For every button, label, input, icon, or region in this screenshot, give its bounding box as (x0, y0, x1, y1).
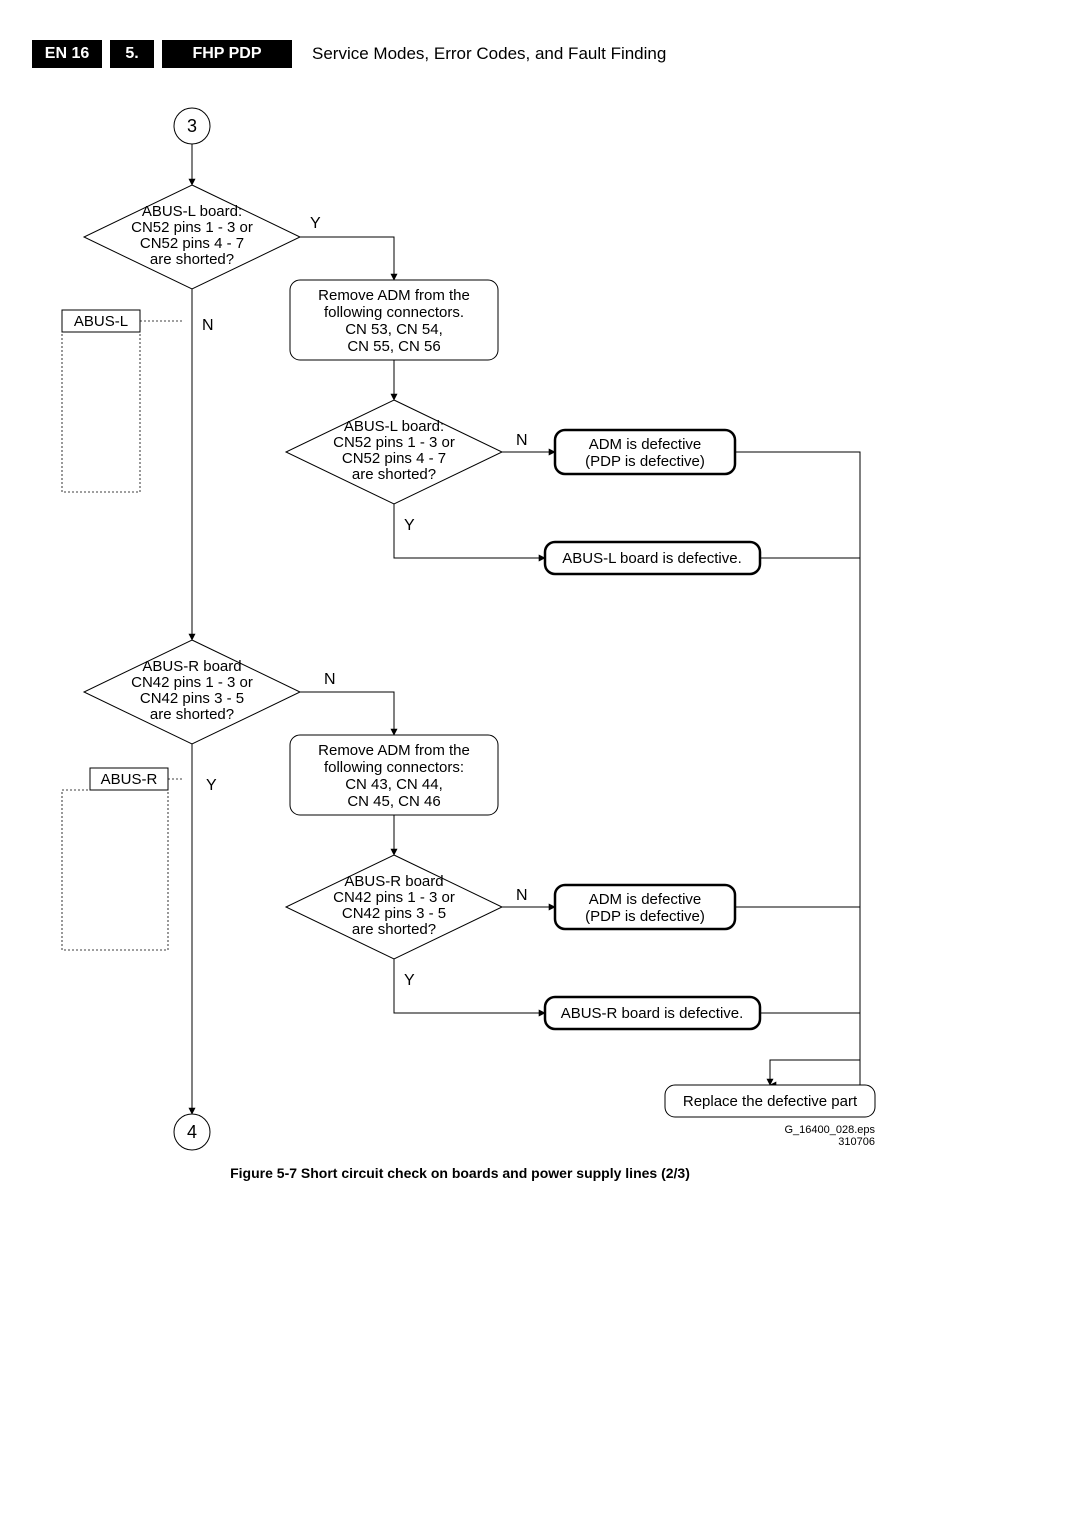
flow-line (394, 504, 545, 558)
flow-line (300, 237, 394, 280)
svg-text:ADM is defective: ADM is defective (589, 891, 702, 908)
svg-text:are shorted?: are shorted? (352, 466, 436, 483)
connector-start-label: 3 (187, 116, 197, 136)
svg-text:ABUS-R board: ABUS-R board (142, 658, 241, 675)
svg-text:CN42 pins 3 - 5: CN42 pins 3 - 5 (140, 690, 244, 707)
svg-text:are shorted?: are shorted? (150, 251, 234, 268)
svg-text:following connectors:: following connectors: (324, 759, 464, 776)
svg-text:are shorted?: are shorted? (352, 921, 436, 938)
figure-caption: Figure 5-7 Short circuit check on boards… (230, 1165, 690, 1181)
svg-text:ABUS-R board is defective.: ABUS-R board is defective. (561, 1005, 744, 1022)
svg-text:CN52 pins 1 - 3 or: CN52 pins 1 - 3 or (131, 219, 253, 236)
label-n: N (516, 432, 528, 449)
svg-text:CN 53, CN 54,: CN 53, CN 54, (345, 321, 443, 338)
svg-text:CN 45, CN 46: CN 45, CN 46 (347, 793, 440, 810)
svg-text:CN 55, CN 56: CN 55, CN 56 (347, 338, 440, 355)
flow-line (770, 1080, 860, 1085)
svg-text:ADM is defective: ADM is defective (589, 436, 702, 453)
label-y: Y (310, 215, 321, 232)
dashed-box (62, 332, 140, 492)
label-n: N (324, 671, 336, 688)
eps-date: 310706 (838, 1136, 875, 1148)
connector-end-label: 4 (187, 1122, 197, 1142)
svg-text:CN52 pins 4 - 7: CN52 pins 4 - 7 (342, 450, 446, 467)
label-y: Y (404, 972, 415, 989)
svg-text:ABUS-L board:: ABUS-L board: (344, 418, 444, 435)
svg-text:ABUS-L: ABUS-L (74, 313, 128, 330)
svg-text:ABUS-L board is defective.: ABUS-L board is defective. (562, 550, 742, 567)
label-y: Y (206, 777, 217, 794)
svg-text:are shorted?: are shorted? (150, 706, 234, 723)
svg-text:Remove ADM from the: Remove ADM from the (318, 287, 470, 304)
svg-text:CN42 pins 1 - 3 or: CN42 pins 1 - 3 or (131, 674, 253, 691)
svg-text:(PDP is defective): (PDP is defective) (585, 908, 705, 925)
svg-text:following connectors.: following connectors. (324, 304, 464, 321)
flow-line (770, 1060, 860, 1085)
svg-text:CN 43, CN 44,: CN 43, CN 44, (345, 776, 443, 793)
flow-line (394, 959, 545, 1013)
svg-text:Remove ADM from the: Remove ADM from the (318, 742, 470, 759)
svg-text:ABUS-R: ABUS-R (101, 771, 158, 788)
flow-line (300, 692, 394, 735)
svg-text:CN52 pins 4 - 7: CN52 pins 4 - 7 (140, 235, 244, 252)
label-y: Y (404, 517, 415, 534)
label-n: N (202, 317, 214, 334)
svg-text:ABUS-R board: ABUS-R board (344, 873, 443, 890)
flowchart-svg: 3 ABUS-L board: CN52 pins 1 - 3 or CN52 … (0, 0, 1080, 1528)
eps-filename: G_16400_028.eps (784, 1124, 875, 1136)
label-n: N (516, 887, 528, 904)
svg-text:CN42 pins 1 - 3 or: CN42 pins 1 - 3 or (333, 889, 455, 906)
svg-text:CN42 pins 3 - 5: CN42 pins 3 - 5 (342, 905, 446, 922)
svg-text:(PDP is defective): (PDP is defective) (585, 453, 705, 470)
svg-text:ABUS-L board:: ABUS-L board: (142, 203, 242, 220)
svg-text:CN52 pins 1 - 3 or: CN52 pins 1 - 3 or (333, 434, 455, 451)
svg-text:Replace the defective part: Replace the defective part (683, 1093, 858, 1110)
dashed-box (62, 790, 168, 950)
